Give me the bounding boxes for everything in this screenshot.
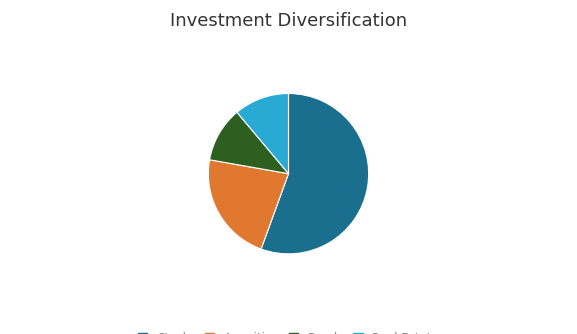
Title: Investment Diversification: Investment Diversification: [170, 12, 407, 30]
Wedge shape: [208, 160, 288, 249]
Wedge shape: [209, 112, 288, 174]
Legend: Stocks, Annuities, Bonds, Real Estate: Stocks, Annuities, Bonds, Real Estate: [133, 327, 444, 334]
Wedge shape: [261, 94, 369, 254]
Wedge shape: [237, 94, 288, 174]
